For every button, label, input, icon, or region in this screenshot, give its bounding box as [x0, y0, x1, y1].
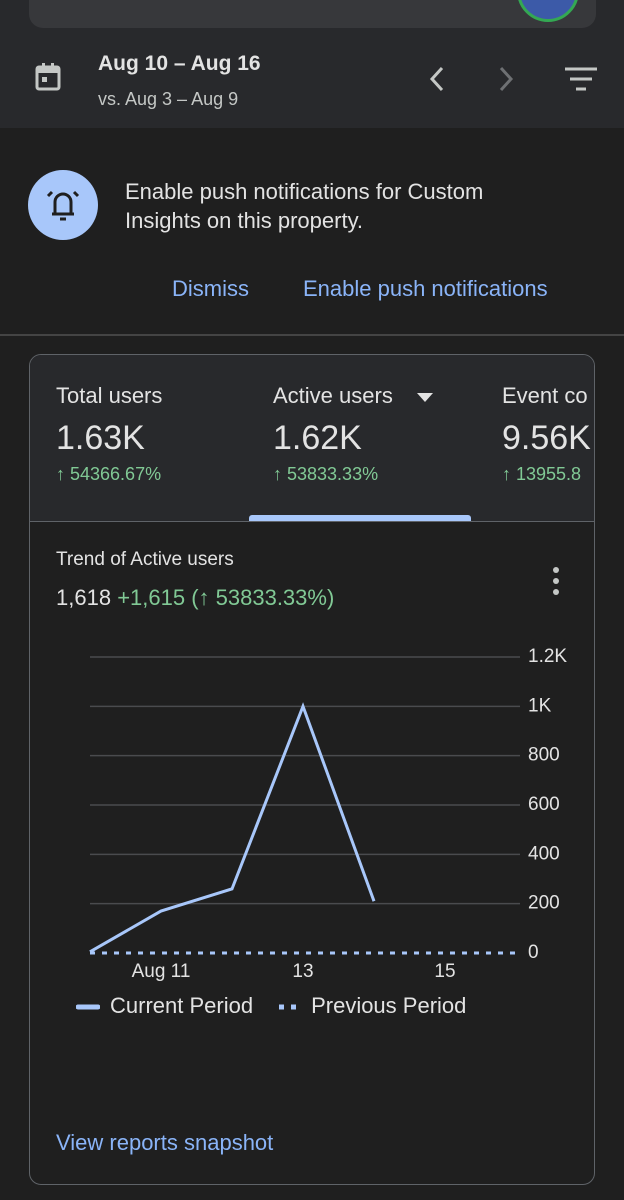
legend-swatch: [279, 1004, 300, 1010]
y-tick-label: 1K: [528, 695, 552, 716]
x-tick-label: Aug 11: [132, 961, 191, 982]
metric-tab[interactable]: Total users 1.63K ↑ 54366.67%: [56, 383, 162, 485]
x-tick-label: 15: [434, 961, 455, 982]
metric-tab[interactable]: Event co 9.56K ↑ 13955.8: [502, 383, 591, 485]
legend-item[interactable]: Current Period: [75, 993, 254, 1019]
metric-value: 1.63K: [56, 419, 145, 457]
metric-value: 9.56K: [502, 419, 591, 457]
legend-label: Previous Period: [311, 993, 467, 1018]
trend-total: 1,618: [56, 585, 112, 610]
legend-item[interactable]: Previous Period: [277, 993, 466, 1019]
date-range[interactable]: Aug 10 – Aug 16: [98, 52, 261, 75]
metric-change: ↑ 54366.67%: [56, 464, 162, 484]
metric-change: ↑ 53833.33%: [273, 464, 379, 484]
metric-label: Total users: [56, 383, 163, 408]
metric-tab[interactable]: Active users 1.62K ↑ 53833.33%: [273, 383, 393, 485]
dropdown-icon[interactable]: [415, 391, 435, 403]
bell-icon: [28, 170, 98, 240]
legend-label: Current Period: [110, 993, 254, 1018]
trend-title: Trend of Active users: [56, 549, 234, 570]
metric-tabs: [30, 355, 594, 522]
line-series: [89, 702, 376, 954]
dismiss-button[interactable]: Dismiss: [172, 276, 249, 301]
y-tick-label: 1.2K: [528, 646, 567, 667]
more-menu[interactable]: [546, 565, 566, 599]
metric-value: 1.62K: [273, 419, 362, 457]
y-tick-label: 800: [528, 745, 560, 766]
legend-swatch: [75, 1004, 101, 1010]
card: Total users 1.63K ↑ 54366.67% Active users 1…: [29, 354, 595, 1185]
calendar-icon[interactable]: [34, 62, 64, 92]
x-tick-label: 13: [292, 961, 313, 982]
nav-icons[interactable]: [420, 62, 610, 96]
y-tick-label: 400: [528, 843, 560, 864]
enable-button[interactable]: Enable push notifications: [303, 276, 548, 301]
trend-delta: +1,615 (↑ 53833.33%): [117, 585, 335, 610]
banner-message: Enable push notifications for Custom Ins…: [125, 179, 484, 233]
view-snapshot-link[interactable]: View reports snapshot: [56, 1130, 274, 1155]
metric-label: Active users: [273, 383, 393, 408]
y-tick-label: 0: [528, 942, 539, 963]
comparison: vs. Aug 3 – Aug 9: [98, 89, 239, 109]
metric-label: Event co: [502, 383, 588, 408]
metric-change: ↑ 13955.8: [502, 464, 582, 484]
legend: Current Period Previous Period: [75, 993, 490, 1019]
banner: [0, 128, 624, 336]
search-bar[interactable]: [29, 0, 596, 28]
trend-chart: 0 200 400 600 800 1K 1.2K Aug 11 13 15: [89, 646, 567, 982]
y-tick-label: 200: [528, 893, 560, 914]
y-tick-label: 600: [528, 794, 560, 815]
tab-indicator: [249, 515, 471, 521]
